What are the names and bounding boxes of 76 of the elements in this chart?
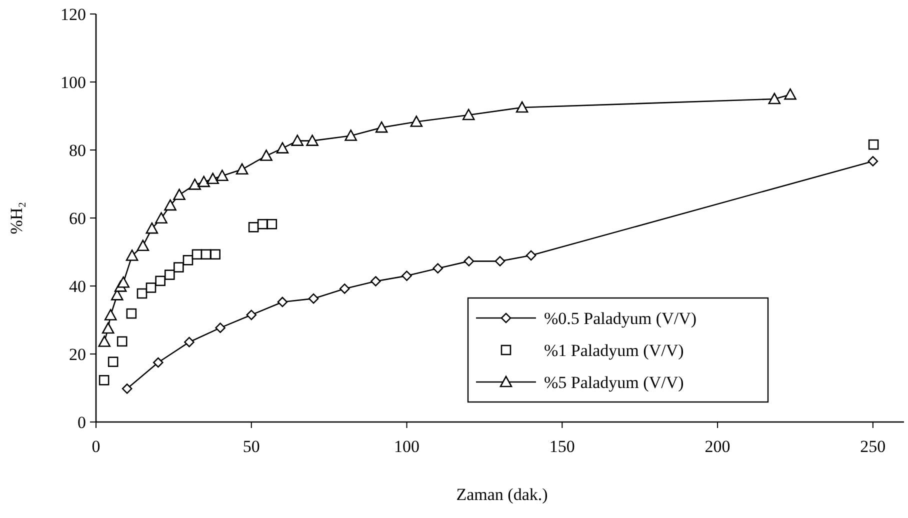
x-tick-label: 200 bbox=[704, 437, 730, 456]
point bbox=[102, 322, 114, 334]
point bbox=[153, 357, 164, 368]
point bbox=[868, 139, 879, 150]
point bbox=[198, 176, 210, 188]
point bbox=[464, 256, 474, 266]
point bbox=[184, 336, 194, 348]
point bbox=[339, 284, 350, 294]
y-tick-label: 20 bbox=[69, 344, 86, 364]
legend-label: %1 Paladyum (V/V) bbox=[544, 340, 684, 360]
point bbox=[344, 130, 357, 141]
point bbox=[462, 108, 475, 120]
y-tick-label: 80 bbox=[69, 140, 86, 160]
point bbox=[784, 88, 796, 100]
point bbox=[868, 156, 878, 166]
point bbox=[117, 276, 130, 288]
point bbox=[291, 134, 304, 146]
point bbox=[375, 121, 388, 133]
point bbox=[277, 296, 288, 308]
point bbox=[104, 309, 117, 320]
point bbox=[260, 150, 272, 161]
y-axis-title: %H₂ bbox=[7, 202, 26, 234]
point bbox=[210, 249, 220, 260]
point bbox=[174, 262, 184, 272]
x-tick-label: 0 bbox=[92, 437, 100, 456]
y-tick-label: 60 bbox=[69, 208, 86, 228]
point bbox=[206, 172, 219, 184]
point bbox=[126, 308, 137, 319]
point bbox=[155, 212, 168, 224]
y-tick-label: 100 bbox=[60, 72, 86, 92]
point bbox=[236, 163, 248, 175]
point bbox=[108, 356, 118, 367]
point bbox=[248, 222, 259, 232]
point bbox=[98, 375, 110, 386]
point bbox=[146, 282, 156, 293]
point bbox=[276, 142, 289, 154]
x-tick-label: 50 bbox=[242, 437, 260, 456]
y-tick-label: 0 bbox=[78, 412, 86, 432]
point bbox=[164, 270, 175, 280]
x-tick-label: 150 bbox=[549, 437, 575, 456]
point bbox=[98, 336, 111, 347]
point bbox=[308, 293, 319, 304]
point bbox=[516, 101, 528, 113]
point bbox=[432, 263, 443, 274]
point bbox=[306, 134, 318, 146]
point bbox=[182, 255, 194, 266]
point bbox=[257, 218, 268, 230]
point bbox=[370, 276, 381, 286]
point bbox=[188, 178, 201, 190]
y-tick-label: 40 bbox=[69, 276, 86, 296]
point bbox=[192, 249, 202, 260]
point bbox=[136, 288, 148, 299]
legend-label: %0.5 Paladyum (V/V) bbox=[544, 308, 697, 328]
y-tick-label: 120 bbox=[60, 4, 86, 24]
point bbox=[200, 249, 212, 260]
x-tick-label: 250 bbox=[860, 437, 886, 456]
point bbox=[494, 256, 506, 266]
point bbox=[410, 116, 423, 127]
point bbox=[116, 336, 128, 347]
point bbox=[155, 276, 166, 286]
point bbox=[146, 222, 158, 234]
point bbox=[164, 199, 176, 211]
x-axis-title: Zaman (dak.) bbox=[456, 485, 548, 504]
point bbox=[122, 384, 132, 394]
point bbox=[526, 250, 536, 261]
point bbox=[216, 170, 228, 181]
point bbox=[266, 218, 278, 230]
legend-label: %5 Paladyum (V/V) bbox=[544, 372, 684, 392]
point bbox=[246, 310, 257, 320]
x-tick-label: 100 bbox=[394, 437, 420, 456]
point bbox=[136, 240, 150, 252]
point bbox=[402, 270, 412, 281]
point bbox=[126, 250, 138, 261]
point bbox=[215, 322, 226, 333]
point bbox=[173, 188, 186, 200]
point bbox=[768, 92, 781, 104]
